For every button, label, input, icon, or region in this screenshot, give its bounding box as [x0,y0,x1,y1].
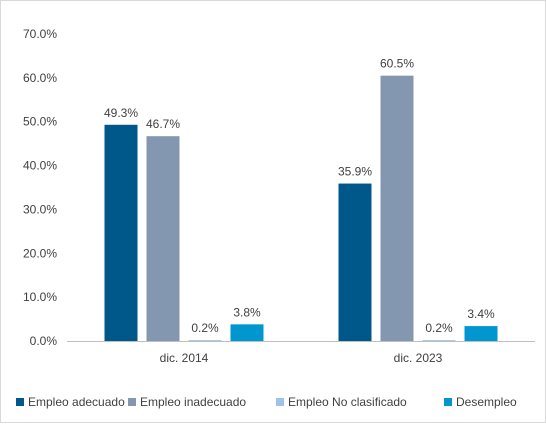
y-tick-label: 60.0% [23,71,57,85]
x-tick-label: dic. 2014 [160,351,209,365]
bar-desempleo [230,324,264,341]
x-tick-label: dic. 2023 [394,351,443,365]
bar-empleo-inadecuado [146,136,180,341]
data-label: 35.9% [338,165,372,179]
data-label: 60.5% [380,57,414,71]
y-axis: 0.0% 10.0% 20.0% 30.0% 40.0% 50.0% 60.0% 70.0% [23,27,57,348]
bar-empleo-adecuado [104,124,138,341]
y-tick-label: 70.0% [23,27,57,41]
bar-desempleo [464,326,498,341]
x-axis: dic. 2014 dic. 2023 [67,341,535,365]
y-tick-label: 50.0% [23,115,57,129]
legend-swatch [276,398,284,406]
data-label: 0.2% [191,321,219,335]
data-label: 49.3% [104,106,138,120]
legend: Empleo adecuado Empleo inadecuado Empleo N… [16,395,517,409]
legend-swatch [444,398,452,406]
bar-empleo-no-clasificado [188,340,222,341]
y-tick-label: 0.0% [30,334,58,348]
data-label: 3.8% [233,305,261,319]
legend-label: Desempleo [456,395,517,409]
legend-swatch [128,398,136,406]
legend-swatch [16,398,24,406]
bar-empleo-inadecuado [380,75,414,342]
y-tick-label: 20.0% [23,246,57,260]
data-label: 0.2% [425,321,453,335]
bar-empleo-no-clasificado [422,340,456,341]
data-label: 3.4% [467,307,495,321]
y-tick-label: 30.0% [23,202,57,216]
legend-label: Empleo inadecuado [140,395,246,409]
data-label: 46.7% [146,117,180,131]
legend-label: Empleo adecuado [28,395,125,409]
bar-series: 49.3% 46.7% 0.2% 3.8% 35.9% 60.5% 0.2% 3.4% [104,57,498,342]
bar-empleo-adecuado [338,183,372,341]
legend-label: Empleo No clasificado [288,395,407,409]
y-tick-label: 40.0% [23,159,57,173]
y-tick-label: 10.0% [23,290,57,304]
